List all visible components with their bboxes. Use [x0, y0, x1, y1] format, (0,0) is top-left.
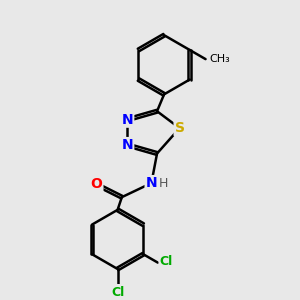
Text: CH₃: CH₃: [209, 54, 230, 64]
Text: O: O: [91, 178, 102, 191]
Text: Cl: Cl: [111, 286, 124, 298]
Text: Cl: Cl: [159, 255, 172, 268]
Text: N: N: [122, 138, 133, 152]
Text: N: N: [122, 113, 133, 127]
Text: S: S: [175, 121, 184, 135]
Text: H: H: [159, 177, 168, 190]
Text: N: N: [146, 176, 157, 190]
